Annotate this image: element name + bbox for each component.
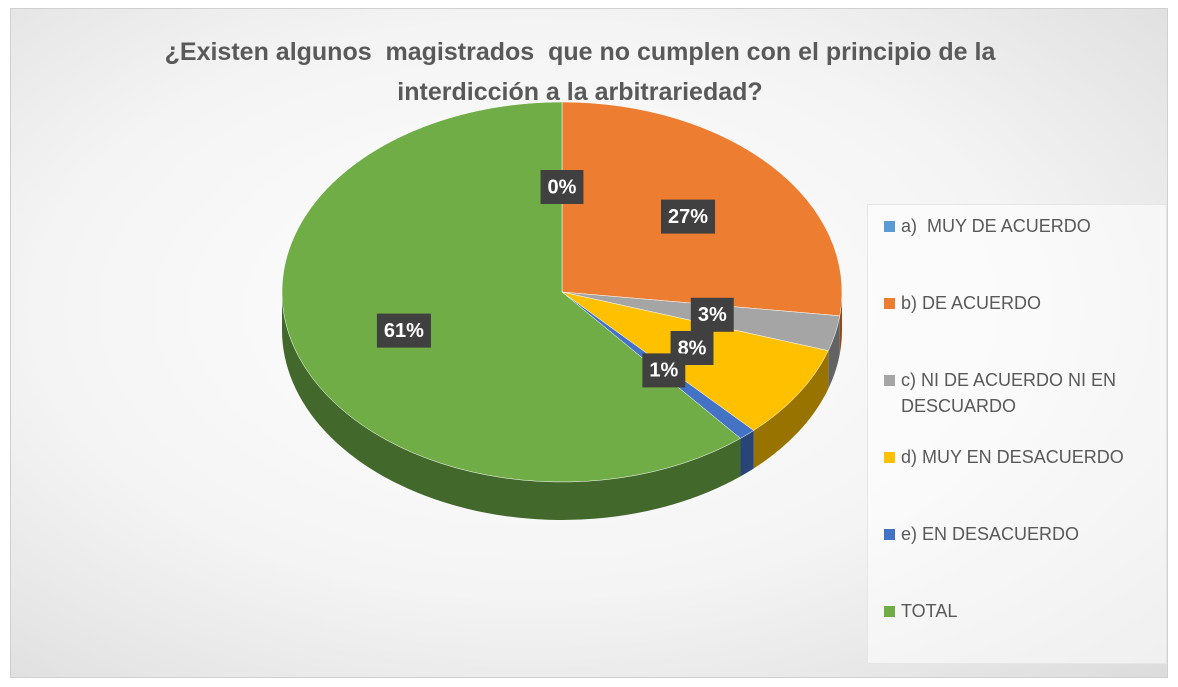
legend-item: d) MUY EN DESACUERDO <box>884 444 1166 521</box>
legend-label: TOTAL <box>901 601 958 621</box>
data-label: 61% <box>376 313 431 348</box>
data-label: 3% <box>690 297 734 332</box>
legend-label: c) NI DE ACUERDO NI EN DESCUARDO <box>901 370 1122 416</box>
legend-label: a) MUY DE ACUERDO <box>901 216 1091 236</box>
legend-item: TOTAL <box>884 598 1166 675</box>
slice-side <box>753 350 829 469</box>
data-label-box <box>642 353 686 388</box>
legend-swatch <box>884 298 895 309</box>
data-label-box <box>661 199 716 234</box>
legend: a) MUY DE ACUERDO b) DE ACUERDO c) NI DE A… <box>867 204 1167 664</box>
legend-swatch <box>884 606 895 617</box>
data-label-text: 0% <box>548 176 577 198</box>
data-label: 1% <box>642 353 686 388</box>
data-label-box <box>690 297 734 332</box>
slice-side <box>282 292 741 520</box>
data-label-box <box>540 170 584 204</box>
slice <box>281 101 741 483</box>
data-label-text: 27% <box>668 206 708 228</box>
legend-label: e) EN DESACUERDO <box>901 524 1080 544</box>
data-label-text: 61% <box>384 320 424 342</box>
slice-side <box>828 315 840 389</box>
legend-label: d) MUY EN DESACUERDO <box>901 447 1124 467</box>
legend-item: e) EN DESACUERDO <box>884 521 1166 598</box>
legend-swatch <box>884 221 895 232</box>
legend-swatch <box>884 529 895 540</box>
legend-swatch <box>884 375 895 386</box>
data-label-text: 3% <box>698 304 727 326</box>
data-label-box <box>376 313 431 348</box>
data-label-text: 1% <box>649 360 678 382</box>
slice-side <box>740 430 754 477</box>
legend-item: b) DE ACUERDO <box>884 290 1166 367</box>
legend-item: a) MUY DE ACUERDO <box>884 213 1166 290</box>
legend-item: c) NI DE ACUERDO NI EN DESCUARDO <box>884 367 1166 444</box>
chart-title: ¿Existen algunos magistrados que no cump… <box>164 38 1003 106</box>
legend-label: b) DE ACUERDO <box>901 293 1042 313</box>
legend-swatch <box>884 452 895 463</box>
data-label: 0% <box>540 170 584 204</box>
data-label: 27% <box>661 199 716 234</box>
slice-side <box>839 292 842 354</box>
